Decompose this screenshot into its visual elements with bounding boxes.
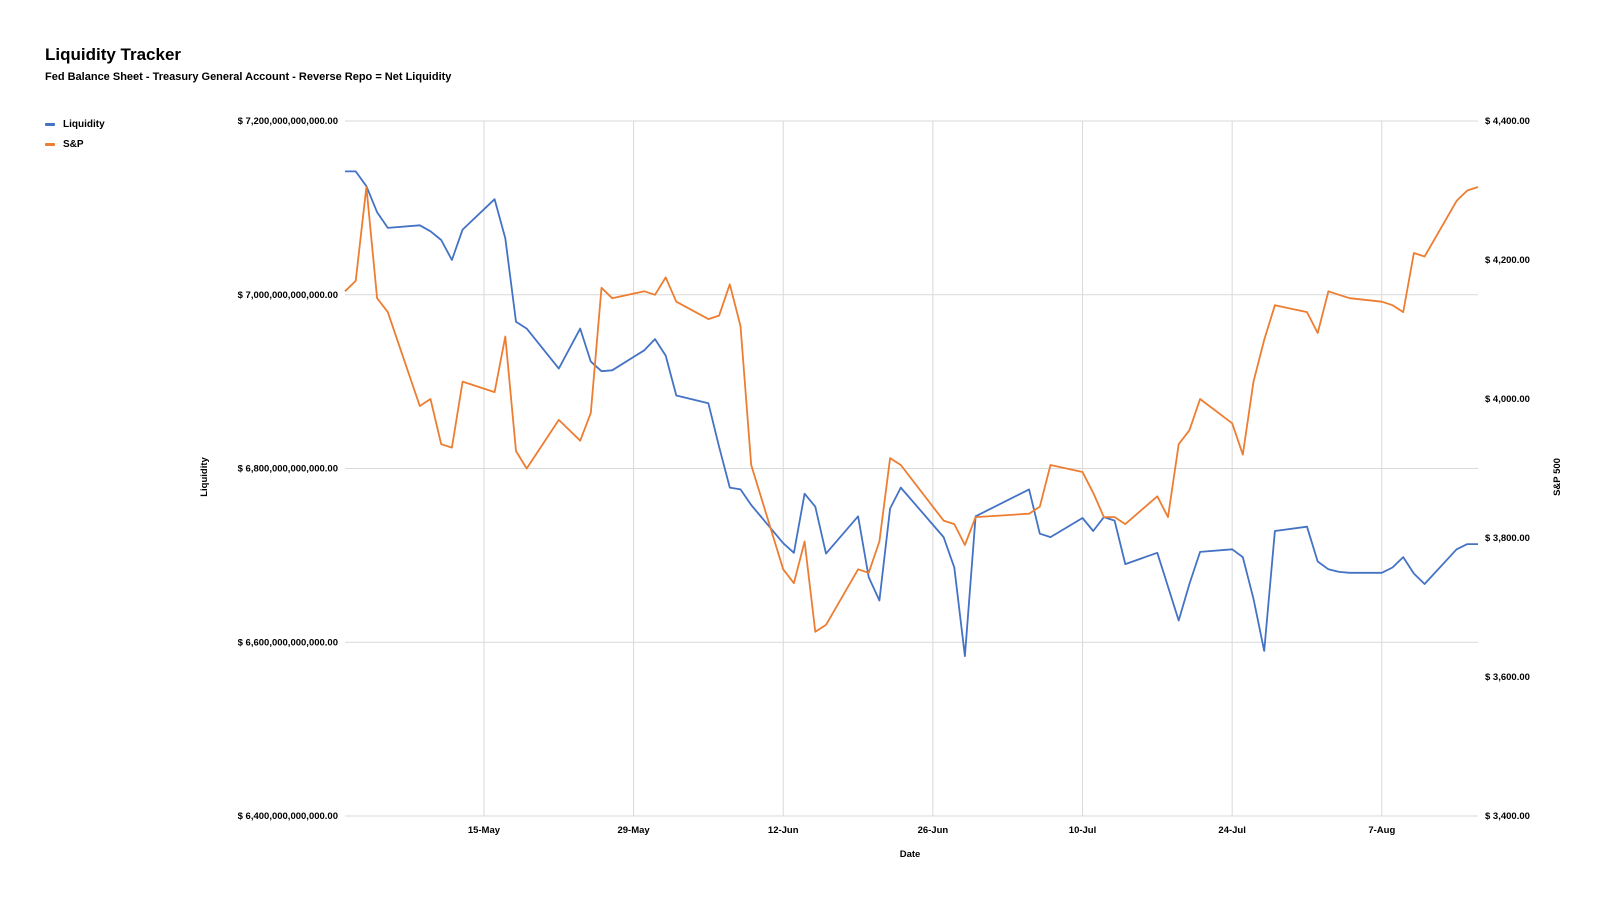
y-right-tick-label: $ 4,400.00 <box>1485 116 1530 127</box>
y-left-tick-label: $ 6,600,000,000,000.00 <box>238 637 338 648</box>
y-right-tick-label: $ 4,000.00 <box>1485 394 1530 405</box>
y-right-tick-label: $ 3,400.00 <box>1485 811 1530 822</box>
y-axis-left-label: Liquidity <box>199 456 210 496</box>
grid <box>345 120 1478 817</box>
right-axis-ticks: $ 4,400.00 $ 4,200.00 $ 4,000.00 $ 3,800.00… <box>1485 116 1530 822</box>
y-left-tick-label: $ 6,400,000,000,000.00 <box>238 811 338 822</box>
series-line-liquidity[interactable] <box>345 170 1478 657</box>
legend-swatch-liquidity <box>45 122 55 126</box>
legend: Liquidity S&P <box>45 114 105 154</box>
left-axis-ticks: $ 7,200,000,000,000.00 $ 7,000,000,000,00… <box>238 116 338 822</box>
series-line-s-p[interactable] <box>344 186 1479 633</box>
y-right-tick-label: $ 3,800.00 <box>1485 533 1530 544</box>
y-left-tick-label: $ 6,800,000,000,000.00 <box>238 464 338 475</box>
chart-title: Liquidity Tracker <box>45 45 182 64</box>
legend-label-sp: S&P <box>63 138 84 150</box>
y-left-tick-label: $ 7,200,000,000,000.00 <box>238 116 338 127</box>
legend-item-liquidity[interactable]: Liquidity <box>45 114 105 134</box>
chart-subtitle: Fed Balance Sheet - Treasury General Acc… <box>45 71 452 83</box>
legend-item-sp[interactable]: S&P <box>45 134 105 154</box>
x-tick-label: 10-Jul <box>1069 825 1096 836</box>
y-axis-right-label: S&P 500 <box>1552 458 1563 496</box>
series-lines <box>344 170 1479 657</box>
x-axis-label: Date <box>900 849 921 860</box>
x-tick-label: 12-Jun <box>768 825 799 836</box>
x-axis-ticks: 15-May 29-May 12-Jun 26-Jun 10-Jul 24-Jul 7-Au… <box>468 825 1396 836</box>
x-tick-label: 7-Aug <box>1368 825 1395 836</box>
x-tick-label: 26-Jun <box>918 825 949 836</box>
legend-label-liquidity: Liquidity <box>63 118 105 130</box>
x-tick-label: 29-May <box>617 825 650 836</box>
y-right-tick-label: $ 3,600.00 <box>1485 672 1530 683</box>
x-tick-label: 15-May <box>468 825 501 836</box>
y-left-tick-label: $ 7,000,000,000,000.00 <box>238 290 338 301</box>
legend-swatch-sp <box>45 142 55 146</box>
x-tick-label: 24-Jul <box>1218 825 1245 836</box>
y-right-tick-label: $ 4,200.00 <box>1485 255 1530 266</box>
